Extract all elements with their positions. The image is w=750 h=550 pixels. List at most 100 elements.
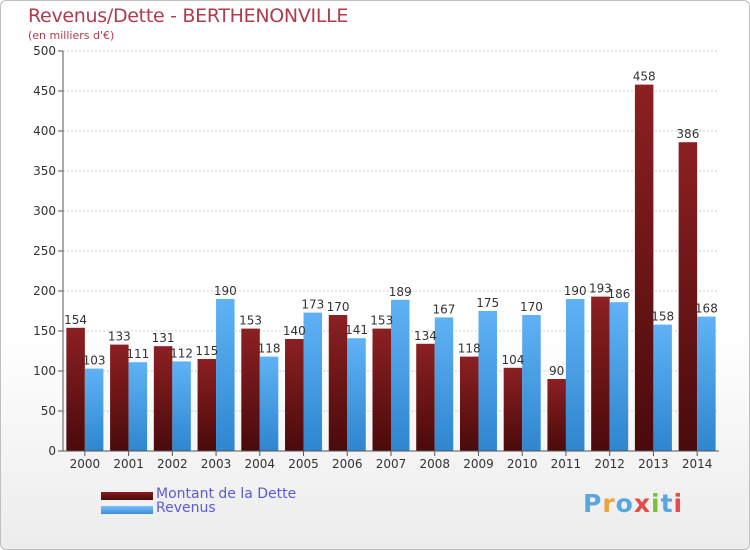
bar-revenue [303, 312, 323, 451]
y-tick-label: 200 [33, 284, 56, 298]
bar-debt [285, 339, 304, 451]
x-tick-label: 2001 [113, 457, 144, 471]
bar-debt [416, 343, 435, 451]
legend-label-debt: Montant de la Dette [156, 486, 297, 502]
x-tick-label: 2003 [201, 457, 232, 471]
x-tick-label: 2012 [594, 457, 625, 471]
data-label-revenue: 141 [345, 323, 368, 337]
brand-logo-letter: P [583, 489, 603, 518]
chart-subtitle: (en milliers d'€) [28, 29, 115, 42]
brand-logo-letter: i [651, 489, 661, 518]
x-tick-label: 2006 [332, 457, 363, 471]
bar-revenue [259, 356, 279, 451]
data-label-revenue: 189 [389, 285, 412, 299]
y-tick-label: 150 [33, 324, 56, 338]
legend-label-revenue: Revenus [156, 500, 216, 516]
bar-revenue [565, 299, 585, 451]
y-tick-label: 350 [33, 164, 56, 178]
y-tick-label: 400 [33, 124, 56, 138]
bar-revenue [653, 324, 672, 451]
bar-revenue [172, 361, 191, 451]
data-label-debt: 458 [633, 70, 656, 84]
y-tick-label: 500 [33, 44, 56, 58]
bar-revenue [216, 299, 235, 451]
brand-logo: Proxiti [583, 489, 683, 518]
bar-revenue [391, 299, 410, 451]
data-label-revenue: 103 [83, 354, 106, 368]
y-tick-label: 50 [41, 404, 56, 418]
legend-swatch-revenue [101, 506, 153, 514]
x-tick-label: 2009 [463, 457, 494, 471]
bar-revenue [128, 362, 148, 451]
data-label-debt: 115 [195, 344, 218, 358]
bar-debt [241, 328, 260, 451]
bar-revenue [434, 317, 454, 451]
data-label-revenue: 190 [214, 284, 237, 298]
data-label-revenue: 190 [564, 284, 587, 298]
y-tick-label: 0 [48, 444, 56, 458]
data-label-debt: 131 [152, 331, 175, 345]
x-tick-label: 2000 [70, 457, 101, 471]
bar-debt [547, 379, 566, 451]
data-label-debt: 386 [676, 127, 699, 141]
data-label-revenue: 158 [651, 310, 674, 324]
x-tick-label: 2002 [157, 457, 188, 471]
data-label-revenue: 167 [433, 302, 456, 316]
data-label-debt: 170 [327, 300, 350, 314]
data-label-debt: 134 [414, 329, 437, 343]
data-label-debt: 104 [501, 353, 524, 367]
data-label-debt: 133 [108, 330, 131, 344]
data-label-revenue: 111 [126, 347, 149, 361]
bar-debt [591, 296, 610, 451]
data-label-revenue: 170 [520, 300, 543, 314]
brand-logo-letter: o [615, 489, 634, 518]
bar-debt [634, 84, 654, 451]
data-label-revenue: 118 [258, 342, 281, 356]
bar-revenue [84, 368, 104, 451]
bar-debt [459, 356, 479, 451]
data-label-debt: 153 [370, 314, 393, 328]
data-label-debt: 90 [549, 364, 564, 378]
bar-debt [328, 315, 348, 451]
brand-logo-letter: x [633, 489, 651, 518]
x-tick-label: 2007 [376, 457, 407, 471]
data-label-debt: 153 [239, 314, 262, 328]
data-label-debt: 118 [458, 342, 481, 356]
x-tick-label: 2010 [507, 457, 538, 471]
y-tick-label: 300 [33, 204, 56, 218]
x-tick-label: 2014 [682, 457, 713, 471]
bar-debt [678, 142, 698, 451]
data-label-debt: 193 [589, 282, 612, 296]
y-tick-label: 100 [33, 364, 56, 378]
x-tick-label: 2011 [551, 457, 582, 471]
bar-revenue [478, 311, 497, 451]
bar-debt [197, 359, 217, 451]
data-label-revenue: 175 [476, 296, 499, 310]
x-tick-label: 2008 [419, 457, 450, 471]
bar-revenue [347, 338, 366, 451]
bar-revenue [697, 316, 716, 451]
x-tick-label: 2004 [245, 457, 276, 471]
data-label-debt: 140 [283, 324, 306, 338]
data-label-revenue: 186 [607, 287, 630, 301]
x-tick-label: 2013 [638, 457, 669, 471]
data-label-revenue: 168 [695, 302, 718, 316]
brand-logo-letter: i [673, 489, 684, 518]
bar-revenue [522, 315, 541, 451]
bar-debt [110, 344, 129, 451]
bar-debt [153, 346, 173, 451]
bar-debt [372, 328, 391, 451]
y-tick-label: 450 [33, 84, 56, 98]
bar-debt [503, 367, 523, 451]
x-tick-label: 2005 [288, 457, 319, 471]
brand-logo-letter: r [602, 489, 616, 518]
chart-title: Revenus/Dette - BERTHENONVILLE [28, 5, 349, 27]
brand-logo-letter: t [660, 489, 674, 518]
bar-revenue [609, 302, 629, 451]
y-tick-label: 250 [33, 244, 56, 258]
data-label-revenue: 112 [170, 346, 193, 360]
data-label-debt: 154 [64, 313, 87, 327]
bar-debt [66, 327, 85, 451]
